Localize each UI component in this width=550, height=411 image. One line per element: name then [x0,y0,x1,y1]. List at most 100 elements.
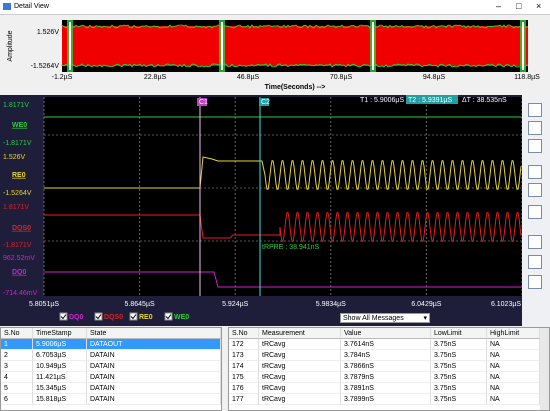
column-header: HighLimit [487,328,540,339]
column-header: LowLimit [431,328,487,339]
x-tick-label: 5.924µS [222,301,249,308]
table-cell[interactable]: 3.75nS [431,394,487,405]
table-cell[interactable]: tRCavg [259,372,341,383]
column-header: S.No [1,328,33,339]
table-cell[interactable]: 4 [1,372,33,383]
table-cell[interactable]: DATAOUT [87,339,221,350]
measurement-table: S.No Measurement Value LowLimit HighLimit 172… [228,327,550,411]
table-cell[interactable]: tRCavg [259,383,341,394]
table-cell[interactable]: tRCavg [259,350,341,361]
table-cell[interactable]: 6 [1,394,33,405]
table-cell[interactable]: 3.75nS [431,361,487,372]
burst [69,22,71,70]
tool-button[interactable] [528,275,542,289]
measurement-annotation: tRPRE : 38.941nS [262,244,320,251]
table-cell[interactable]: NA [487,361,540,372]
table-cell[interactable]: tRCavg [259,361,341,372]
cursor-label: C1 [199,99,208,106]
x-tick-label: 5.8645µS [125,301,155,308]
table-cell[interactable]: 2 [1,350,33,361]
legend-label: DQS0 [104,314,123,321]
table-cell[interactable]: 174 [229,361,259,372]
table-cell[interactable]: 3.7879nS [341,372,431,383]
table-cell[interactable]: 3.7866nS [341,361,431,372]
filter-dropdown[interactable]: Show All Messages ▾ [340,313,430,323]
column-header: Value [341,328,431,339]
table-cell[interactable]: 10.949µS [33,361,87,372]
x-tick-label: 46.8µS [237,74,260,81]
tool-button[interactable] [528,235,542,249]
y-tick-label: 1.526V [37,29,60,36]
table-cell[interactable]: 3.75nS [431,372,487,383]
table-cell[interactable]: DATAIN [87,361,221,372]
y-axis-label: Amplitude [7,30,14,61]
table-cell[interactable]: 3.75nS [431,383,487,394]
tool-button[interactable] [528,205,542,219]
channel-max: 962.52mV [3,255,35,262]
x-tick-label: 70.8µS [330,74,353,81]
scrollbar[interactable] [540,328,549,410]
maximize-button[interactable]: □ [516,1,521,11]
cursor-t1: T1 : 5.9006µS [360,97,404,104]
table-cell[interactable]: 15.818µS [33,394,87,405]
tool-button[interactable] [528,165,542,179]
tool-button[interactable] [528,255,542,269]
table-cell[interactable]: 5 [1,383,33,394]
table-cell[interactable]: DATAIN [87,394,221,405]
table-cell[interactable]: 172 [229,339,259,350]
table-cell[interactable]: NA [487,383,540,394]
legend-label: WE0 [174,314,189,321]
channel-name: DQS0 [12,225,31,232]
table-cell[interactable]: 11.421µS [33,372,87,383]
column-header: S.No [229,328,259,339]
table-cell[interactable]: NA [487,339,540,350]
table-cell[interactable]: NA [487,394,540,405]
table-cell[interactable]: 3.7614nS [341,339,431,350]
channel-max: 1.8171V [3,204,29,211]
table-cell[interactable]: tRCavg [259,339,341,350]
table-cell[interactable]: tRCavg [259,394,341,405]
filter-text: Show All Messages [343,315,404,322]
table-cell[interactable]: 3.75nS [431,339,487,350]
burst [522,22,524,70]
table-cell[interactable]: 5.9006µS [33,339,87,350]
state-table: S.No TimeStamp State 1 5.9006µS DATAOUT 2 6.705… [0,327,222,411]
table-cell[interactable]: DATAIN [87,350,221,361]
tool-button[interactable] [528,139,542,153]
table-cell[interactable]: 176 [229,383,259,394]
channel-name: RE0 [12,172,26,179]
burst [372,22,374,70]
table-cell[interactable]: 3.75nS [431,350,487,361]
cursor-label: C2 [261,99,270,106]
tool-button[interactable] [528,121,542,135]
channel-name: WE0 [12,122,27,129]
tool-button[interactable] [528,103,542,117]
table-cell[interactable]: DATAIN [87,383,221,394]
table-cell[interactable]: 177 [229,394,259,405]
channel-max: 1.526V [3,154,26,161]
table-cell[interactable]: NA [487,350,540,361]
plot-area [44,97,522,296]
table-cell[interactable]: 173 [229,350,259,361]
table-cell[interactable]: 175 [229,372,259,383]
table-cell[interactable]: 3.7899nS [341,394,431,405]
column-header: TimeStamp [33,328,87,339]
x-tick-label: 94.8µS [423,74,446,81]
legend-label: RE0 [139,314,153,321]
column-header: State [87,328,221,339]
tool-button[interactable] [528,183,542,197]
table-cell[interactable]: 3.7891nS [341,383,431,394]
table-cell[interactable]: 3.784nS [341,350,431,361]
table-cell[interactable]: NA [487,372,540,383]
x-tick-label: 5.8051µS [29,301,59,308]
cursor-t2: T2 : 5.9391µS [408,97,452,104]
table-cell[interactable]: DATAIN [87,372,221,383]
x-tick-label: 22.8µS [144,74,167,81]
table-cell[interactable]: 1 [1,339,33,350]
table-cell[interactable]: 6.7053µS [33,350,87,361]
table-cell[interactable]: 3 [1,361,33,372]
minimize-button[interactable]: – [496,1,501,11]
close-button[interactable]: × [536,1,541,11]
table-cell[interactable]: 15.345µS [33,383,87,394]
